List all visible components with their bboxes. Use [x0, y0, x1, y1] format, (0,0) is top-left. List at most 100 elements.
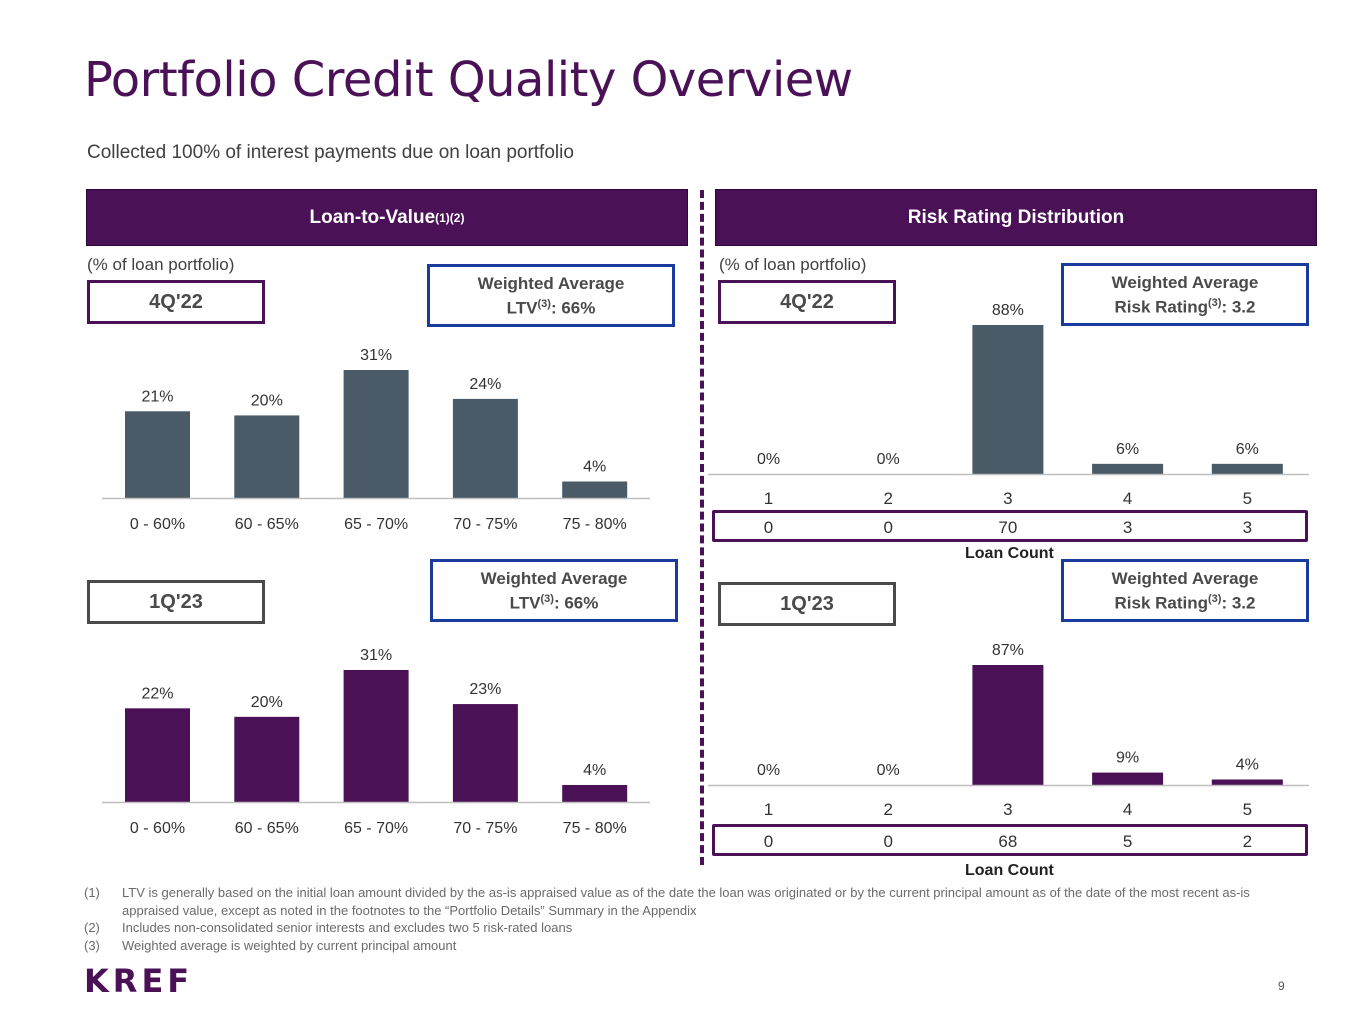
bar: [972, 665, 1044, 785]
risk-weighted-average-1q23: Weighted Average Risk Rating(3): 3.2: [1061, 559, 1309, 622]
footnote-2: (2) Includes non-consolidated senior inte…: [84, 920, 573, 935]
data-label: 0%: [877, 451, 900, 468]
category-label: 2: [883, 489, 892, 508]
category-label: 65 - 70%: [344, 820, 408, 837]
category-label: 0 - 60%: [130, 820, 185, 837]
footnote-1: (1) LTV is generally based on the initial…: [84, 885, 1250, 918]
wa-line1: Weighted Average: [480, 568, 628, 588]
risk-loan-count-row-1q23: 0 0 68 5 2: [712, 824, 1308, 856]
bar: [1092, 772, 1164, 785]
wa-line2: LTV(3): 66%: [506, 297, 596, 318]
ltv-pct-note: (% of loan portfolio): [87, 255, 235, 274]
data-label: 31%: [360, 647, 392, 664]
loan-count-cell: 0: [883, 518, 893, 537]
bar: [125, 411, 190, 498]
risk-weighted-average-4q22: Weighted Average Risk Rating(3): 3.2: [1061, 263, 1309, 326]
category-label: 60 - 65%: [235, 820, 299, 837]
footnote-3: (3) Weighted average is weighted by curre…: [84, 937, 457, 953]
loan-count-cell: 0: [883, 832, 893, 851]
data-label: 6%: [1116, 441, 1139, 458]
ltv-panel-header: Loan-to-Value (1)(2): [86, 189, 688, 246]
bar: [1211, 779, 1283, 785]
bar: [1211, 463, 1283, 474]
page-number: 9: [1278, 979, 1285, 993]
data-label: 0%: [757, 762, 780, 779]
data-label: 21%: [141, 388, 173, 405]
data-label: 23%: [469, 681, 501, 698]
panel-divider: [700, 190, 704, 865]
data-label: 31%: [360, 347, 392, 364]
bar: [343, 670, 409, 802]
bar: [452, 704, 518, 802]
risk-period-4q22: 4Q'22: [718, 280, 896, 324]
bar: [234, 716, 300, 802]
data-label: 20%: [251, 694, 283, 711]
data-label: 4%: [583, 458, 606, 475]
data-label: 20%: [251, 392, 283, 409]
ltv-chart-1q23: 22% 0 - 60% 20% 60 - 65% 31% 65 - 70% 23% 70 - …: [102, 647, 650, 837]
loan-count-cell: 0: [763, 518, 774, 537]
data-label: 0%: [877, 762, 900, 779]
loan-count-cell: 3: [1122, 518, 1133, 537]
data-label: 9%: [1116, 750, 1139, 767]
loan-count-cell: 2: [1242, 832, 1253, 851]
risk-loan-count-label-4q22: Loan Count: [965, 545, 1054, 562]
bar: [562, 784, 628, 802]
category-label: 70 - 75%: [453, 820, 517, 837]
category-label: 65 - 70%: [344, 516, 408, 533]
category-label: 1: [764, 489, 773, 508]
category-label: 75 - 80%: [563, 820, 627, 837]
risk-loan-count-row-4q22: 0 0 70 3 3: [712, 510, 1308, 542]
loan-count-cell: 5: [1122, 832, 1133, 851]
loan-count-cell: 70: [998, 518, 1018, 537]
loan-count-cell: 68: [998, 832, 1018, 851]
page-title: Portfolio Credit Quality Overview: [84, 52, 853, 108]
ltv-period-4q22: 4Q'22: [87, 280, 265, 324]
wa-line1: Weighted Average: [477, 273, 625, 293]
data-label: 87%: [992, 642, 1024, 659]
loan-count-cell: 0: [763, 832, 774, 851]
category-label: 3: [1003, 489, 1012, 508]
category-label: 60 - 65%: [235, 516, 299, 533]
ltv-header-text: Loan-to-Value: [309, 206, 436, 228]
bar: [343, 370, 409, 498]
risk-chart-4q22: 0% 1 0% 2 88% 3 6% 4 6% 5: [708, 302, 1309, 508]
risk-pct-note: (% of loan portfolio): [719, 255, 867, 274]
loan-count-cell: 3: [1242, 518, 1253, 537]
bar: [234, 415, 300, 498]
data-label: 6%: [1236, 441, 1259, 458]
data-label: 4%: [1236, 756, 1259, 773]
ltv-header-sup: (1)(2): [435, 210, 465, 225]
risk-loan-count-label-1q23: Loan Count: [965, 862, 1054, 879]
category-label: 5: [1243, 489, 1252, 508]
bar: [452, 398, 518, 498]
data-label: 88%: [992, 302, 1024, 319]
category-label: 0 - 60%: [130, 516, 185, 533]
wa-line1: Weighted Average: [1111, 568, 1259, 588]
wa-line2: LTV(3): 66%: [509, 592, 599, 613]
bar: [1092, 463, 1164, 474]
category-label: 70 - 75%: [453, 516, 517, 533]
category-label: 2: [883, 800, 892, 819]
category-label: 75 - 80%: [563, 516, 627, 533]
category-label: 3: [1003, 800, 1012, 819]
category-label: 4: [1123, 800, 1132, 819]
bar: [562, 481, 628, 498]
ltv-weighted-average-1q23: Weighted Average LTV(3): 66%: [430, 559, 678, 622]
wa-line2: Risk Rating(3): 3.2: [1114, 296, 1256, 317]
footnotes: (1) LTV is generally based on the initial…: [84, 884, 1304, 954]
wa-line1: Weighted Average: [1111, 272, 1259, 292]
ltv-chart-4q22: 21% 0 - 60% 20% 60 - 65% 31% 65 - 70% 24% 70 - …: [102, 347, 650, 533]
risk-period-1q23: 1Q'23: [718, 582, 896, 626]
bar: [125, 708, 190, 802]
category-label: 1: [764, 800, 773, 819]
risk-chart-1q23: 0% 1 0% 2 87% 3 9% 4 4% 5: [708, 642, 1309, 819]
data-label: 22%: [141, 685, 173, 702]
ltv-period-1q23: 1Q'23: [87, 580, 265, 624]
kref-logo: KREF: [84, 962, 194, 1000]
ltv-weighted-average-4q22: Weighted Average LTV(3): 66%: [427, 264, 675, 327]
bar: [972, 325, 1044, 474]
wa-line2: Risk Rating(3): 3.2: [1114, 592, 1256, 613]
page-subtitle: Collected 100% of interest payments due …: [87, 142, 574, 163]
data-label: 4%: [583, 762, 606, 779]
